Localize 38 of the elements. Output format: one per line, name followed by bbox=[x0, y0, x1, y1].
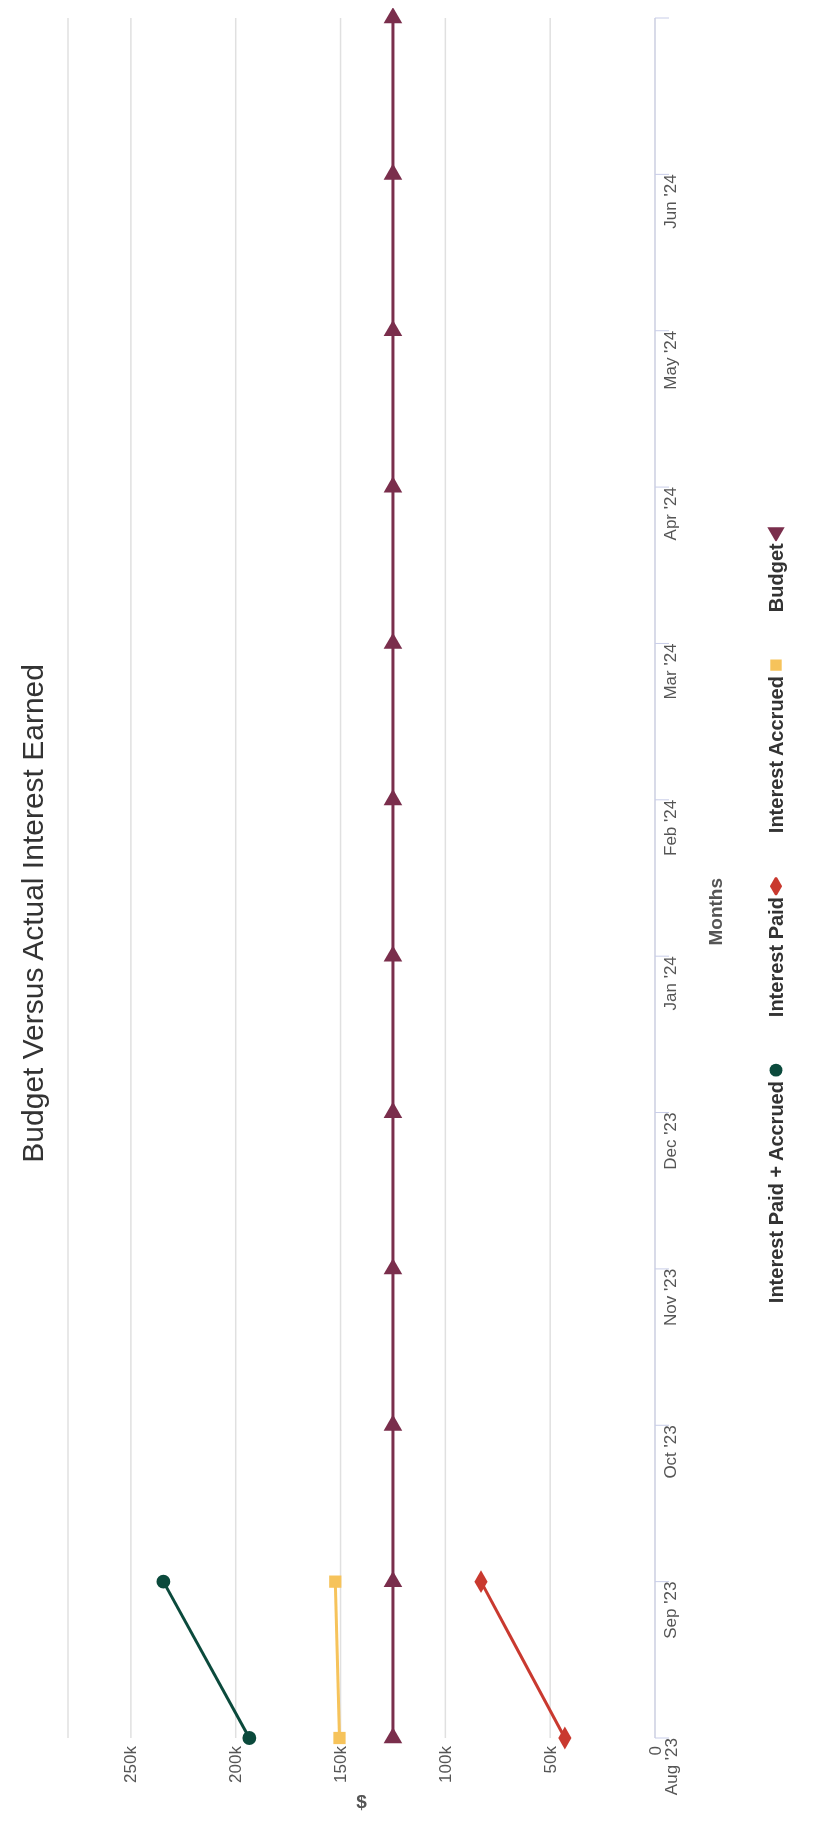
y-tick-label: Jan '24 bbox=[661, 956, 681, 1011]
y-tick-label: May '24 bbox=[661, 330, 681, 390]
y-tick-label: Nov '23 bbox=[661, 1268, 681, 1327]
point bbox=[383, 1258, 403, 1275]
legend-label: Interest Paid + Accrued bbox=[765, 1080, 788, 1304]
y-tick-label: Feb '24 bbox=[661, 799, 681, 856]
point bbox=[383, 789, 403, 806]
y-tick-label: Mar '24 bbox=[661, 643, 681, 700]
x-tick-label: 250k bbox=[121, 1745, 141, 1783]
x-axis-title: $ bbox=[356, 1791, 368, 1812]
point bbox=[383, 632, 403, 649]
y-axis-title: Months bbox=[704, 878, 726, 946]
legend-label: Interest Paid bbox=[765, 896, 788, 1017]
point bbox=[383, 1414, 403, 1431]
point bbox=[329, 1575, 342, 1588]
point bbox=[156, 1574, 171, 1589]
point bbox=[242, 1731, 257, 1745]
x-tick-label: 150k bbox=[331, 1745, 351, 1783]
point bbox=[383, 8, 403, 24]
x-tick-label: 100k bbox=[435, 1745, 455, 1783]
point bbox=[383, 945, 403, 962]
point bbox=[383, 1570, 403, 1588]
y-tick-label: Apr '24 bbox=[661, 487, 681, 541]
point bbox=[383, 319, 403, 337]
x-tick-label: 200k bbox=[226, 1745, 246, 1783]
point bbox=[383, 1101, 403, 1118]
y-tick-label: Dec '23 bbox=[661, 1112, 681, 1170]
point bbox=[333, 1731, 346, 1745]
point bbox=[383, 163, 403, 180]
y-tick-label: Sep '23 bbox=[661, 1581, 681, 1639]
point bbox=[383, 476, 403, 493]
legend-label: Interest Accrued bbox=[765, 675, 788, 833]
x-tick-label: 50k bbox=[540, 1745, 560, 1774]
y-tick-label: Jun '24 bbox=[661, 174, 681, 229]
text: Budget Versus Actual Interest Earned bbox=[16, 663, 50, 1163]
y-tick-label: Oct '23 bbox=[661, 1425, 681, 1479]
legend-label: Budget bbox=[765, 542, 788, 612]
point bbox=[383, 1727, 403, 1744]
